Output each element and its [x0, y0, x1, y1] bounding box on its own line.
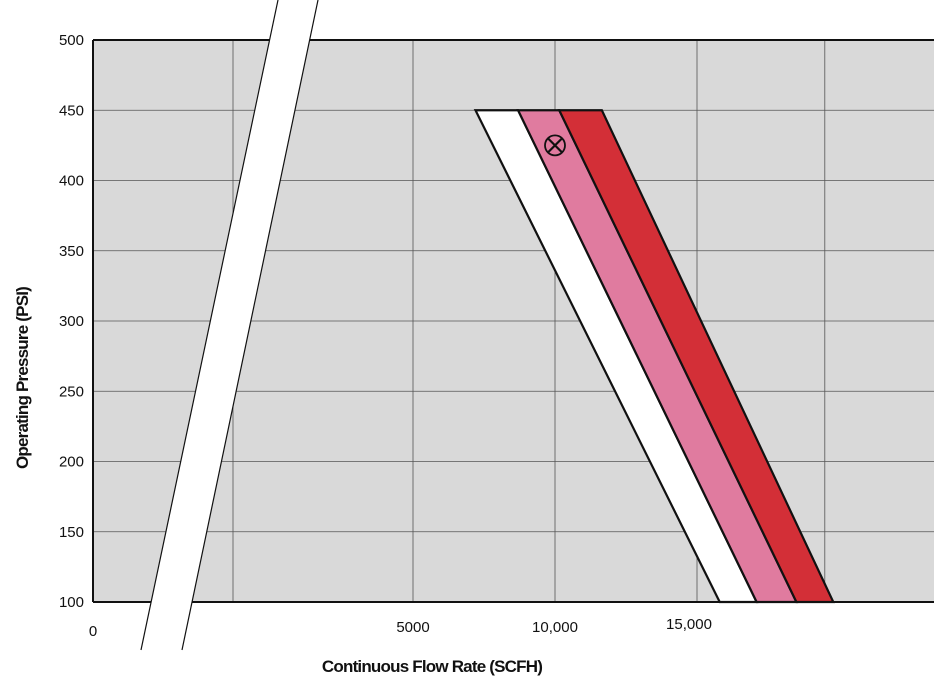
y-tick-label: 450	[59, 102, 84, 119]
x-tick-labels: 0 5000 10,000 15,000	[89, 616, 712, 640]
axis-break-right-edge	[181, 0, 319, 651]
axis-break	[140, 0, 319, 651]
y-tick-label: 150	[59, 524, 84, 541]
x-tick-label: 10,000	[532, 619, 578, 636]
y-tick-label: 300	[59, 313, 84, 330]
x-tick-label: 0	[89, 623, 97, 640]
y-axis-title: Operating Pressure (PSI)	[13, 287, 32, 469]
x-tick-label: 15,000	[666, 616, 712, 633]
y-tick-label: 100	[59, 594, 84, 611]
x-tick-label: 5000	[396, 619, 429, 636]
operating-point-marker	[544, 134, 566, 157]
axis-break-left-edge	[140, 0, 279, 651]
y-tick-label: 250	[59, 383, 84, 400]
y-tick-labels: 100 150 200 250 300 350 400 450 500	[59, 32, 84, 611]
y-tick-label: 500	[59, 32, 84, 49]
flow-bands	[473, 109, 836, 604]
y-tick-label: 200	[59, 454, 84, 471]
axis-break-strip	[141, 0, 318, 650]
x-axis-title: Continuous Flow Rate (SCFH)	[322, 657, 542, 676]
marker-circle	[544, 134, 566, 157]
y-tick-label: 400	[59, 173, 84, 190]
marker-x-stroke	[547, 137, 563, 154]
axes	[92, 39, 934, 603]
y-tick-label: 350	[59, 243, 84, 260]
